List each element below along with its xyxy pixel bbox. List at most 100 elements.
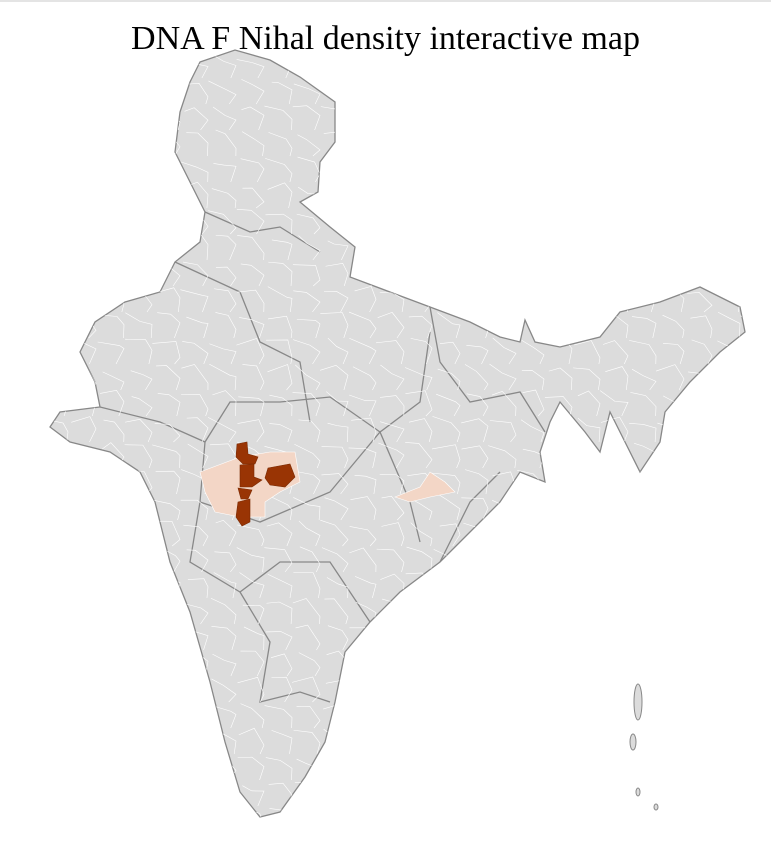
district-line — [50, 783, 69, 807]
district-line — [606, 811, 629, 817]
district-line — [298, 520, 321, 547]
district-line — [351, 417, 377, 443]
district-line — [376, 650, 405, 677]
india-landmass — [49, 49, 746, 818]
district-line — [238, 396, 265, 417]
district-line — [184, 603, 209, 625]
district-line — [348, 447, 377, 469]
district-line — [327, 54, 349, 79]
high-density-district-3[interactable] — [264, 463, 296, 488]
district-line — [237, 756, 265, 781]
district-line — [293, 572, 321, 599]
district-line — [492, 134, 517, 157]
district-line — [299, 546, 321, 573]
district-line — [69, 265, 97, 287]
district-line — [490, 808, 517, 817]
district-line — [157, 393, 181, 417]
high-density-district-5[interactable] — [235, 498, 251, 527]
district-line — [461, 760, 489, 781]
district-line — [321, 547, 349, 573]
district-line — [604, 497, 629, 521]
district-line — [243, 626, 265, 651]
district-line — [689, 498, 713, 521]
district-line — [267, 286, 293, 313]
district-line — [125, 806, 153, 817]
high-density-district-4[interactable] — [237, 487, 253, 500]
district-line — [181, 394, 209, 417]
district-line — [324, 598, 349, 625]
district-line — [741, 701, 745, 729]
district-line — [271, 239, 293, 261]
district-line — [574, 340, 601, 365]
district-line — [437, 785, 461, 807]
district-line — [657, 779, 685, 807]
district-line — [68, 133, 97, 157]
district-line — [74, 625, 97, 651]
district-line — [521, 370, 545, 391]
district-line — [268, 132, 293, 157]
district-line — [408, 315, 433, 339]
low-density-region-east[interactable] — [394, 471, 456, 503]
district-line — [744, 471, 745, 495]
district-line — [97, 705, 125, 729]
district-line — [354, 234, 377, 261]
district-line — [50, 524, 69, 547]
district-line — [215, 312, 237, 339]
district-line — [405, 682, 433, 703]
district-line — [213, 705, 237, 729]
district-line — [157, 705, 181, 729]
district-line — [291, 676, 321, 703]
district-line — [519, 578, 545, 599]
district-line — [572, 51, 601, 79]
district-line — [154, 422, 181, 443]
district-line — [574, 181, 601, 209]
district-line — [690, 182, 713, 209]
district-line — [101, 185, 125, 209]
district-line — [50, 340, 69, 365]
district-line — [519, 265, 545, 287]
district-line — [572, 157, 601, 183]
district-line — [242, 604, 265, 625]
district-line — [629, 598, 657, 625]
density-regions[interactable] — [199, 441, 456, 527]
district-line — [208, 417, 237, 443]
district-line — [68, 83, 97, 105]
high-density-district-2[interactable] — [239, 463, 263, 488]
district-line — [741, 183, 745, 209]
district-line — [237, 419, 265, 443]
district-line — [628, 708, 657, 729]
high-density-district-1[interactable] — [235, 441, 259, 465]
district-line — [323, 781, 349, 807]
district-line — [634, 130, 657, 157]
district-line — [103, 209, 125, 235]
district-line — [434, 650, 461, 677]
district-line — [349, 337, 377, 365]
district-line — [411, 78, 433, 105]
district-line — [432, 728, 461, 755]
district-line — [685, 395, 713, 417]
district-line — [432, 416, 461, 443]
district-line — [265, 631, 293, 651]
district-line — [550, 210, 573, 235]
district-line — [379, 105, 405, 131]
district-line — [320, 312, 349, 339]
district-line — [129, 753, 153, 781]
district-line — [182, 679, 209, 703]
district-line — [747, 262, 768, 286]
district-line — [50, 602, 69, 625]
district-line — [629, 571, 657, 599]
district-line — [211, 188, 237, 209]
district-line — [351, 107, 377, 131]
district-line — [380, 157, 405, 183]
district-line — [50, 807, 69, 817]
district-line — [406, 186, 433, 209]
district-line — [383, 760, 405, 781]
district-line — [601, 470, 629, 495]
district-line — [432, 286, 461, 313]
district-line — [265, 158, 293, 183]
district-line — [211, 626, 237, 651]
district-line — [50, 468, 69, 495]
district-line — [466, 810, 489, 817]
district-line — [572, 289, 601, 313]
